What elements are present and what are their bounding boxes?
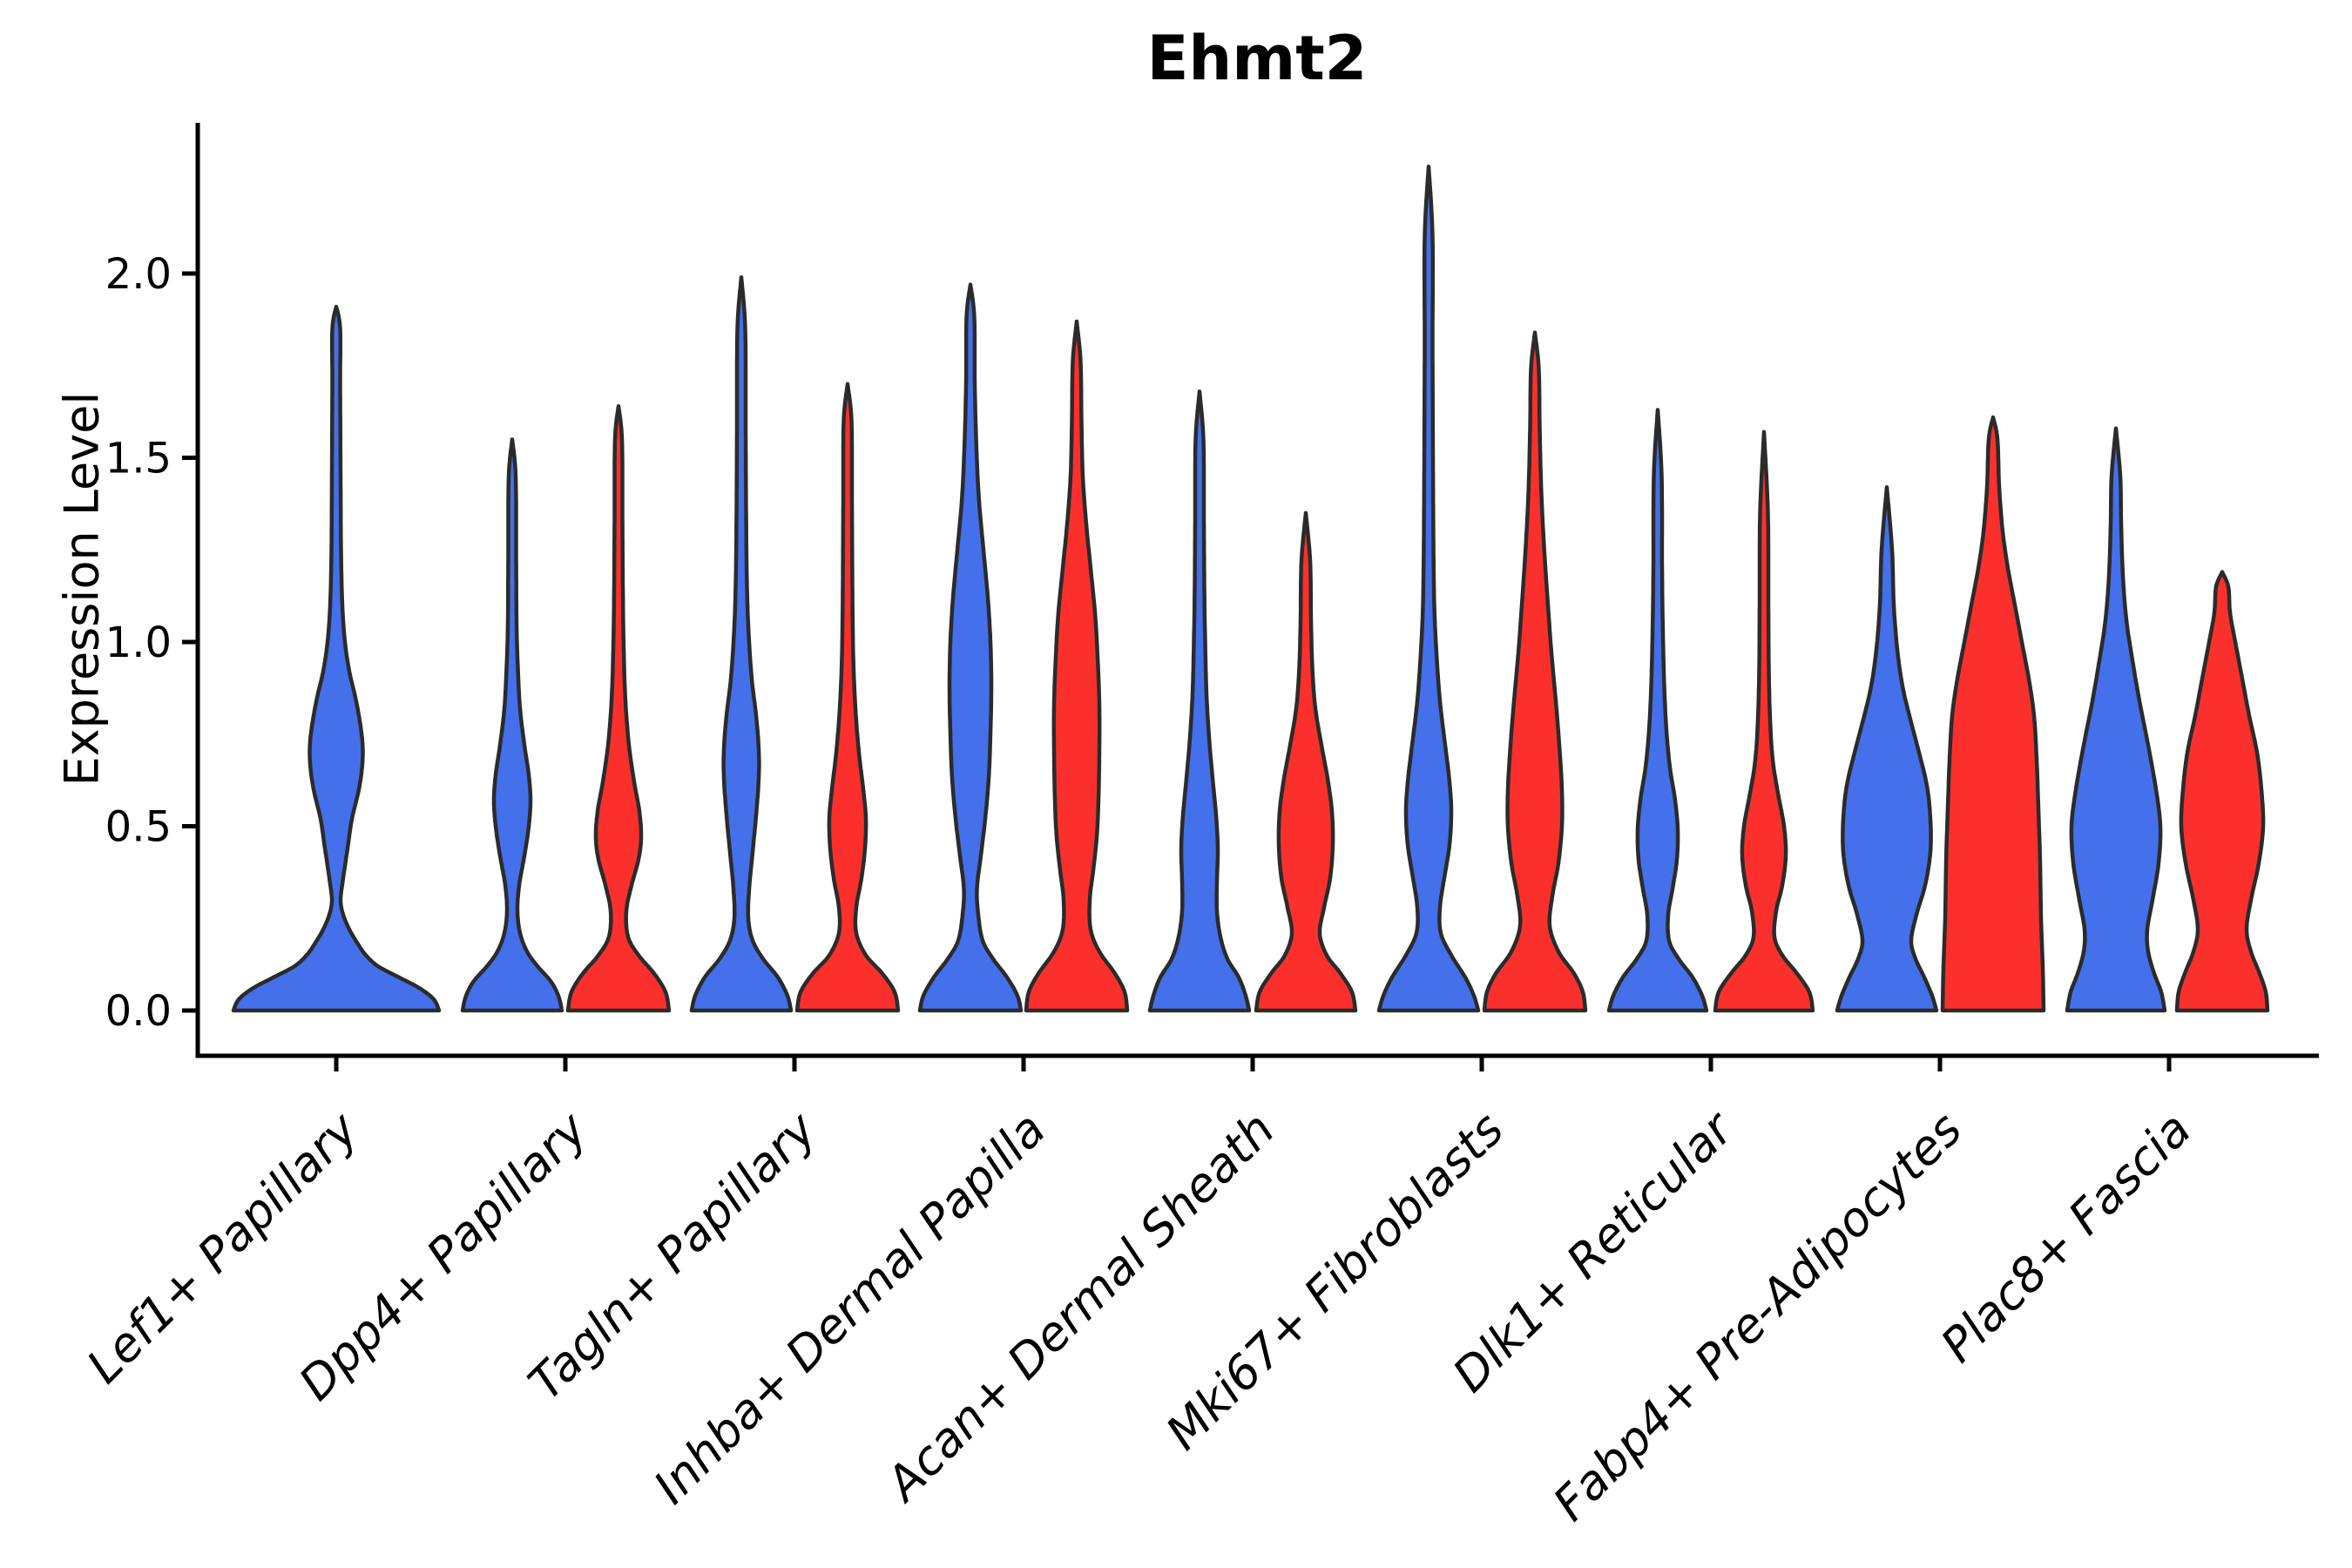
violin-red-tagln-papillary — [794, 382, 901, 1013]
chart-title: Ehmt2 — [1146, 23, 1368, 94]
violin-red-acan-dermal-sheath — [1254, 510, 1358, 1013]
y-tick-label: 1.5 — [105, 435, 172, 483]
x-category-label: Plac8+ Fascia — [1930, 1102, 2201, 1373]
x-category-label: Acan+ Dermal Sheath — [874, 1102, 1285, 1513]
y-tick-label: 1.0 — [105, 618, 172, 667]
y-tick-label: 0.5 — [105, 803, 172, 852]
violin-blue-dlk1-reticular — [1606, 408, 1709, 1013]
violin-blue-mki67-fibroblasts — [1376, 165, 1481, 1013]
violin-red-dlk1-reticular — [1713, 429, 1815, 1013]
violin-blue-acan-dermal-sheath — [1147, 389, 1252, 1013]
violin-red-inhba-dermal-papilla — [1024, 319, 1130, 1013]
violin-red-fabp4-pre-adipocytes — [1940, 415, 2046, 1013]
violin-red-mki67-fibroblasts — [1482, 330, 1588, 1013]
violin-blue-fabp4-pre-adipocytes — [1835, 485, 1939, 1013]
violin-blue-dpp4-papillary — [460, 437, 564, 1013]
x-category-label: Fabp4+ Pre-Adipocytes — [1543, 1102, 1972, 1531]
violin-red-dpp4-papillary — [565, 404, 672, 1013]
y-tick-label: 0.0 — [105, 987, 172, 1036]
violin-blue-plac8-fascia — [2065, 426, 2167, 1013]
y-tick-label: 2.0 — [105, 250, 172, 299]
violin-blue-tagln-papillary — [689, 274, 794, 1013]
violin-blue-inhba-dermal-papilla — [917, 282, 1024, 1013]
x-category-label: Inhba+ Dermal Papilla — [643, 1102, 1056, 1515]
violin-red-plac8-fascia — [2174, 570, 2270, 1013]
violin-blue-lef1-papillary — [231, 304, 442, 1013]
